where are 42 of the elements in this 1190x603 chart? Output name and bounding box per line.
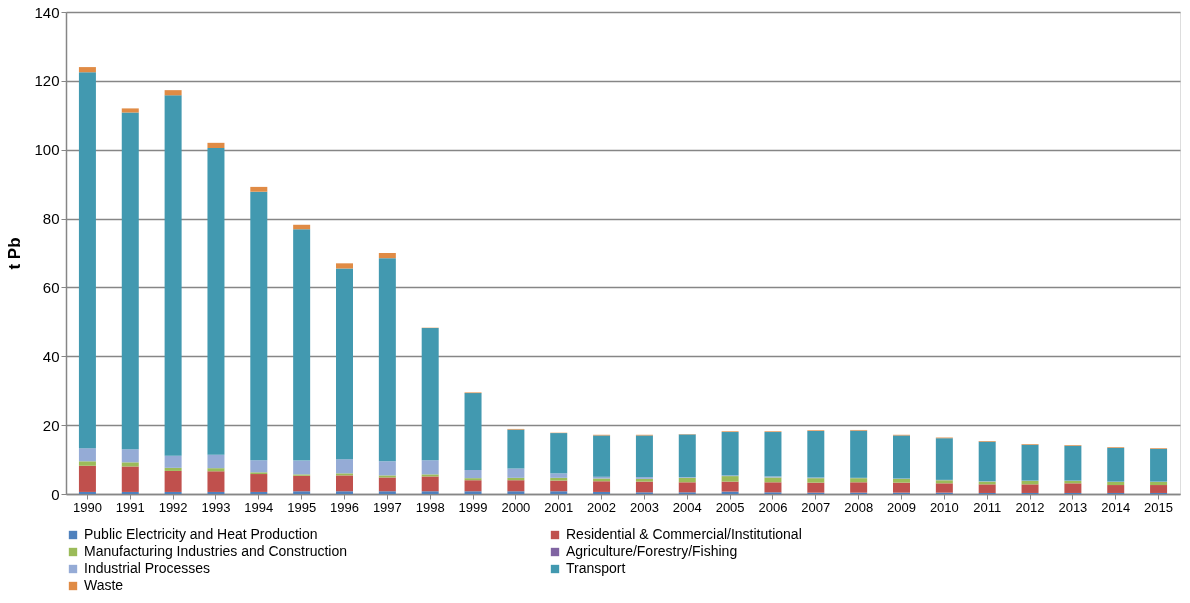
x-tick-label: 2002 (587, 499, 617, 515)
x-tick-label: 2012 (1015, 499, 1045, 515)
y-tick-label: 40 (42, 347, 60, 365)
y-tick-label: 120 (34, 72, 60, 90)
y-tick-label: 140 (34, 3, 60, 21)
legend-label: Agriculture/Forestry/Fishing (566, 543, 738, 559)
x-tick-label: 1999 (458, 499, 488, 515)
x-tick-label: 2005 (715, 499, 745, 515)
x-tick-label: 1991 (115, 499, 145, 515)
x-tick-label: 2009 (887, 499, 916, 515)
legend-label: Waste (84, 577, 124, 593)
legend-label: Public Electricity and Heat Production (84, 526, 318, 542)
x-tick-label: 2013 (1058, 499, 1088, 515)
y-axis-title: t Pb (5, 237, 25, 270)
x-tick-label: 2011 (973, 499, 1002, 515)
y-tick-label: 80 (42, 210, 60, 228)
legend-label: Transport (566, 560, 626, 576)
x-tick-label: 2000 (501, 499, 531, 515)
x-tick-label: 1992 (158, 499, 188, 515)
x-tick-label: 2001 (544, 499, 574, 515)
x-tick-label: 1994 (244, 499, 274, 515)
y-tick-label: 20 (42, 416, 60, 434)
y-tick-label: 60 (42, 278, 60, 296)
x-tick-label: 2010 (929, 499, 959, 515)
x-tick-label: 2007 (801, 499, 831, 515)
legend-label: Manufacturing Industries and Construction (84, 543, 348, 559)
legend-label: Industrial Processes (84, 560, 211, 576)
x-tick-label: 2008 (844, 499, 874, 515)
x-tick-label: 1997 (372, 499, 402, 515)
x-tick-label: 2004 (672, 499, 702, 515)
x-tick-label: 1990 (72, 499, 102, 515)
x-tick-label: 2014 (1101, 499, 1131, 515)
x-tick-label: 1993 (201, 499, 231, 515)
x-tick-label: 1998 (415, 499, 445, 515)
y-tick-label: 0 (51, 485, 60, 503)
legend-label: Residential & Commercial/Institutional (566, 526, 802, 542)
x-tick-label: 2015 (1144, 499, 1174, 515)
x-tick-label: 2003 (629, 499, 659, 515)
x-tick-label: 2006 (758, 499, 788, 515)
x-tick-label: 1996 (330, 499, 359, 515)
x-tick-label: 1995 (287, 499, 317, 515)
y-tick-label: 100 (34, 141, 60, 159)
